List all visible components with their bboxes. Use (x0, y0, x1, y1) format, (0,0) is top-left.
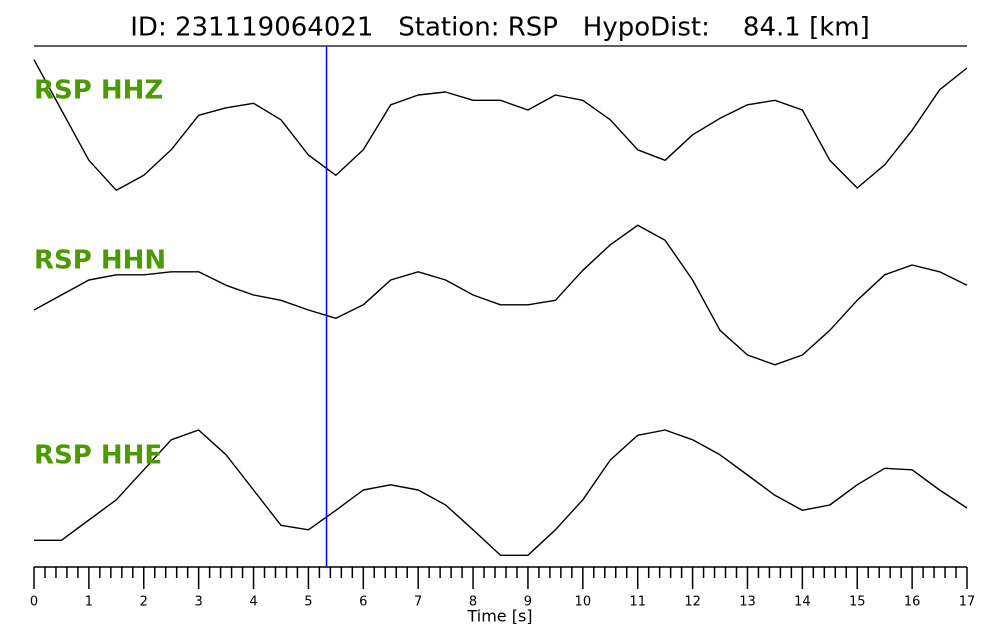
x-tick-label: 5 (304, 595, 312, 610)
station-label: RSP HHE (34, 441, 162, 471)
chart-title: ID: 231119064021 Station: RSP HypoDist: … (130, 13, 870, 43)
x-tick-label: 0 (30, 595, 38, 610)
x-tick-label: 8 (469, 595, 477, 610)
x-tick-label: 10 (575, 595, 592, 610)
x-tick-label: 3 (195, 595, 203, 610)
x-tick-label: 16 (904, 595, 921, 610)
station-label: RSP HHN (34, 246, 166, 276)
trace (33, 224, 968, 366)
x-tick-label: 9 (524, 595, 532, 610)
x-tick-label: 4 (249, 595, 257, 610)
x-tick-label: 14 (794, 595, 811, 610)
x-tick-label: 11 (629, 595, 646, 610)
x-tick-label: 17 (959, 595, 976, 610)
x-tick-label: 13 (739, 595, 756, 610)
x-tick-label: 12 (684, 595, 701, 610)
trace (34, 429, 968, 556)
station-label: RSP HHZ (34, 76, 163, 106)
x-tick-label: 6 (359, 595, 367, 610)
trace (33, 59, 968, 191)
x-tick-label: 15 (849, 595, 866, 610)
x-tick-label: 1 (85, 595, 93, 610)
x-axis-label: Time [s] (466, 607, 532, 626)
x-tick-label: 2 (140, 595, 148, 610)
x-tick-label: 7 (414, 595, 422, 610)
